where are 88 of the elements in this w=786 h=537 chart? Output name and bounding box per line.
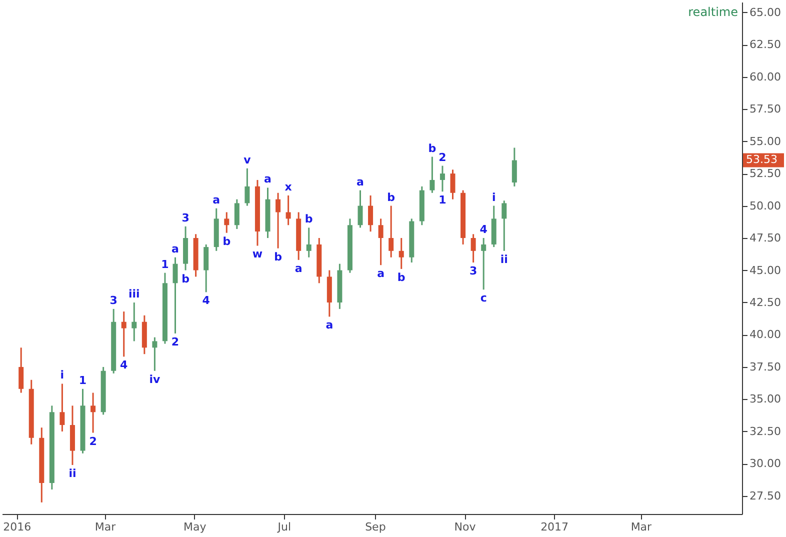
candlestick: [132, 302, 137, 342]
candlestick: [398, 237, 404, 270]
annotation: 2: [171, 335, 180, 348]
y-tick-label: 55.00: [750, 134, 781, 148]
annotation: a: [172, 242, 179, 256]
y-tick-label: 32.50: [750, 424, 781, 438]
y-tick-label: 57.50: [750, 102, 781, 116]
candlestick: [234, 198, 240, 230]
annotation: b: [304, 212, 313, 226]
candlestick: [450, 168, 456, 200]
x-tick-label: Nov: [454, 520, 476, 534]
annotation: c: [480, 292, 487, 305]
x-tick-label: Mar: [94, 520, 116, 534]
annotation: 2: [438, 150, 446, 164]
x-tick-label: 2017: [540, 520, 569, 534]
candlestick: [481, 237, 486, 290]
annotation: b: [274, 250, 282, 264]
candlestick: [172, 256, 178, 334]
candlestick: [470, 233, 476, 264]
y-tick-label: 42.50: [750, 296, 781, 309]
y-tick-label: 37.50: [750, 360, 781, 374]
candlestick: [430, 156, 435, 194]
annotation: 1: [78, 374, 87, 387]
annotation: 4: [120, 358, 128, 372]
y-tick-label: 30.00: [750, 457, 781, 470]
x-tick-label: Jul: [276, 520, 292, 534]
candlestick: [388, 205, 394, 258]
annotation: ii: [68, 466, 76, 480]
annotation: x: [284, 180, 292, 194]
annotation: 3: [110, 294, 118, 307]
annotation: iii: [128, 287, 140, 300]
candlestick: [358, 190, 363, 228]
candlestick: [204, 244, 209, 293]
annotation: ii: [500, 252, 508, 266]
annotation: b: [182, 272, 190, 286]
annotation: 2: [89, 434, 97, 448]
candlestick: [440, 165, 445, 192]
annotation: 3: [469, 264, 478, 278]
candlestick: [306, 226, 312, 258]
x-tick-label: Mar: [630, 520, 652, 534]
annotation: realtime: [688, 5, 738, 19]
x-tick-label: 2016: [3, 520, 32, 534]
annotation: 1: [438, 194, 446, 207]
annotation: 4: [480, 223, 488, 236]
annotation: a: [264, 172, 272, 186]
ref-line-label: 53.53: [746, 153, 778, 166]
annotation: a: [377, 267, 385, 280]
candlestick: [90, 392, 96, 434]
y-tick-label: 65.00: [750, 6, 781, 19]
annotation: w: [252, 248, 263, 261]
y-tick-label: 60.00: [750, 70, 781, 84]
annotation: 4: [202, 294, 210, 308]
y-tick-label: 27.50: [750, 489, 781, 502]
annotation: a: [326, 318, 334, 332]
annotation: 1: [161, 258, 169, 271]
candlestick: [244, 168, 250, 207]
y-tick-label: 47.50: [750, 232, 781, 245]
y-tick-label: 35.00: [750, 392, 781, 406]
annotation: i: [492, 190, 496, 204]
annotation: a: [356, 175, 364, 188]
annotation: b: [222, 234, 231, 248]
candlestick: [502, 200, 507, 252]
y-tick-label: 40.00: [750, 328, 781, 342]
annotation: a: [212, 193, 220, 206]
annotation: b: [387, 190, 396, 204]
annotation: iv: [149, 372, 161, 386]
candlestick: [378, 218, 384, 266]
y-tick-label: 50.00: [750, 199, 781, 212]
candlestick: [152, 336, 158, 372]
candlestick: [368, 194, 374, 232]
candlestick: [60, 382, 65, 432]
candlestick: [18, 346, 24, 394]
annotation: b: [397, 270, 406, 284]
annotation: 3: [182, 211, 190, 224]
y-tick-label: 45.00: [750, 264, 781, 277]
y-tick-label: 52.50: [750, 167, 781, 180]
y-tick-label: 62.50: [750, 38, 781, 52]
candlestick: [276, 192, 281, 250]
annotation: a: [294, 262, 302, 275]
candlestick: [224, 211, 230, 234]
candlestick: [121, 310, 126, 358]
x-tick-label: May: [183, 520, 207, 534]
annotation: i: [60, 368, 64, 382]
x-tick-label: Sep: [365, 520, 386, 534]
annotation: v: [244, 153, 252, 166]
annotation: b: [428, 142, 436, 155]
candlestick: [286, 194, 291, 226]
candlestick: [512, 146, 517, 188]
